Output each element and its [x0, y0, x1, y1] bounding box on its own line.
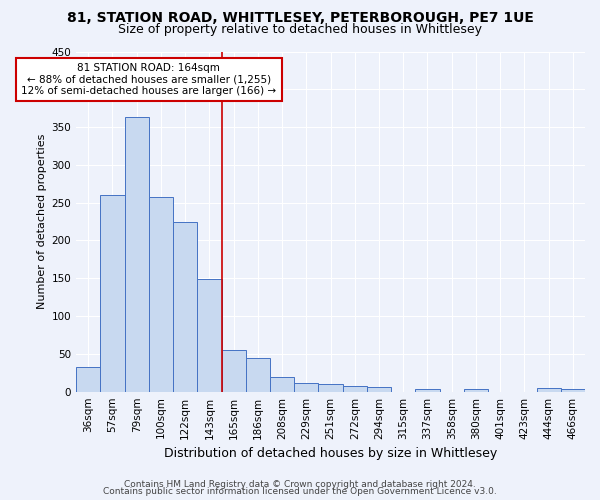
Bar [415, 388, 440, 392]
Bar [343, 386, 367, 392]
Bar [270, 378, 294, 392]
Bar [76, 368, 100, 392]
Bar [294, 384, 319, 392]
Y-axis label: Number of detached properties: Number of detached properties [37, 134, 47, 310]
Text: 81 STATION ROAD: 164sqm
← 88% of detached houses are smaller (1,255)
12% of semi: 81 STATION ROAD: 164sqm ← 88% of detache… [21, 63, 277, 96]
Bar [561, 390, 585, 392]
Text: Contains HM Land Registry data © Crown copyright and database right 2024.: Contains HM Land Registry data © Crown c… [124, 480, 476, 489]
Text: 81, STATION ROAD, WHITTLESEY, PETERBOROUGH, PE7 1UE: 81, STATION ROAD, WHITTLESEY, PETERBOROU… [67, 11, 533, 25]
Bar [221, 350, 246, 392]
Bar [464, 390, 488, 392]
Bar [125, 118, 149, 392]
X-axis label: Distribution of detached houses by size in Whittlesey: Distribution of detached houses by size … [164, 447, 497, 460]
Bar [197, 279, 221, 392]
Bar [100, 195, 125, 392]
Text: Contains public sector information licensed under the Open Government Licence v3: Contains public sector information licen… [103, 488, 497, 496]
Text: Size of property relative to detached houses in Whittlesey: Size of property relative to detached ho… [118, 22, 482, 36]
Bar [173, 222, 197, 392]
Bar [246, 358, 270, 392]
Bar [149, 198, 173, 392]
Bar [319, 384, 343, 392]
Bar [536, 388, 561, 392]
Bar [367, 387, 391, 392]
